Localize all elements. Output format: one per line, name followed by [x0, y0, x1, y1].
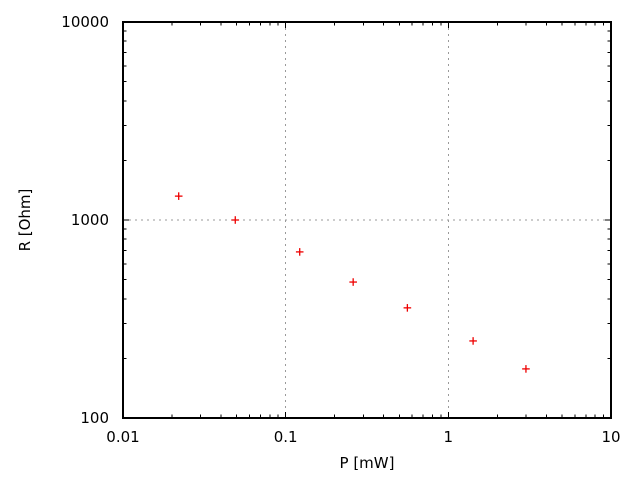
y-axis-title: R [Ohm] [16, 188, 34, 252]
x-tick-label: 1 [444, 428, 454, 446]
y-tick-label: 1000 [71, 211, 109, 229]
x-tick-label: 0.1 [274, 428, 298, 446]
x-tick-label: 0.01 [106, 428, 139, 446]
y-tick-label: 10000 [61, 13, 109, 31]
x-tick-label: 10 [601, 428, 620, 446]
x-axis-title: P [mW] [339, 454, 395, 472]
y-tick-label: 100 [80, 409, 109, 427]
